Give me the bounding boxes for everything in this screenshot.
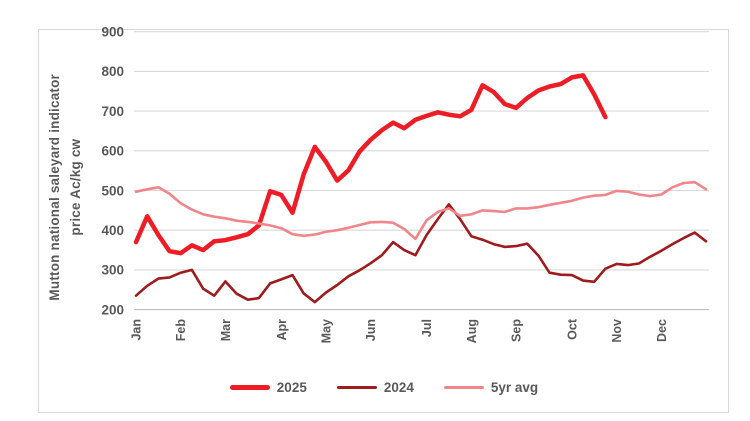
series-line-2025 bbox=[133, 73, 608, 256]
x-tick-sep: Sep bbox=[510, 319, 524, 342]
legend-item-2024: 2024 bbox=[336, 379, 414, 395]
legend-swatch-2025 bbox=[229, 384, 270, 390]
x-tick-jun: Jun bbox=[364, 319, 378, 341]
y-tick-700: 700 bbox=[101, 104, 124, 119]
series-line-5yr-avg bbox=[134, 180, 708, 241]
legend-label-5yr-avg: 5yr avg bbox=[490, 379, 539, 395]
y-tick-200: 200 bbox=[101, 302, 124, 317]
x-tick-aug: Aug bbox=[465, 319, 479, 343]
legend-label-2025: 2025 bbox=[276, 379, 307, 395]
y-axis-title-line1: Mutton national saleyard indicator bbox=[47, 73, 62, 301]
legend-item-5yr-avg: 5yr avg bbox=[443, 379, 539, 395]
x-tick-may: May bbox=[320, 319, 334, 343]
x-tick-dec: Dec bbox=[655, 319, 669, 342]
y-tick-500: 500 bbox=[101, 183, 124, 198]
y-tick-600: 600 bbox=[101, 144, 124, 159]
chart-border bbox=[38, 29, 729, 413]
x-tick-jan: Jan bbox=[130, 319, 144, 341]
series-line-2024 bbox=[134, 203, 708, 304]
x-tick-feb: Feb bbox=[174, 319, 188, 342]
y-axis-title: Mutton national saleyard indicator price… bbox=[41, 29, 89, 345]
x-tick-mar: Mar bbox=[219, 319, 233, 341]
legend-label-2024: 2024 bbox=[383, 379, 414, 395]
y-tick-800: 800 bbox=[101, 64, 124, 79]
y-tick-400: 400 bbox=[101, 223, 124, 238]
x-tick-apr: Apr bbox=[275, 319, 289, 341]
y-tick-300: 300 bbox=[101, 263, 124, 278]
x-tick-oct: Oct bbox=[565, 318, 579, 340]
legend-swatch-5yr-avg bbox=[443, 385, 484, 389]
x-tick-nov: Nov bbox=[610, 319, 624, 343]
y-tick-900: 900 bbox=[101, 25, 124, 40]
legend-item-2025: 2025 bbox=[229, 379, 307, 395]
chart-legend: 2025 2024 5yr avg bbox=[38, 374, 730, 400]
legend-swatch-2024 bbox=[336, 385, 377, 389]
y-axis-title-line2: price Ac/kg cw bbox=[68, 138, 83, 236]
x-tick-jul: Jul bbox=[420, 319, 434, 337]
